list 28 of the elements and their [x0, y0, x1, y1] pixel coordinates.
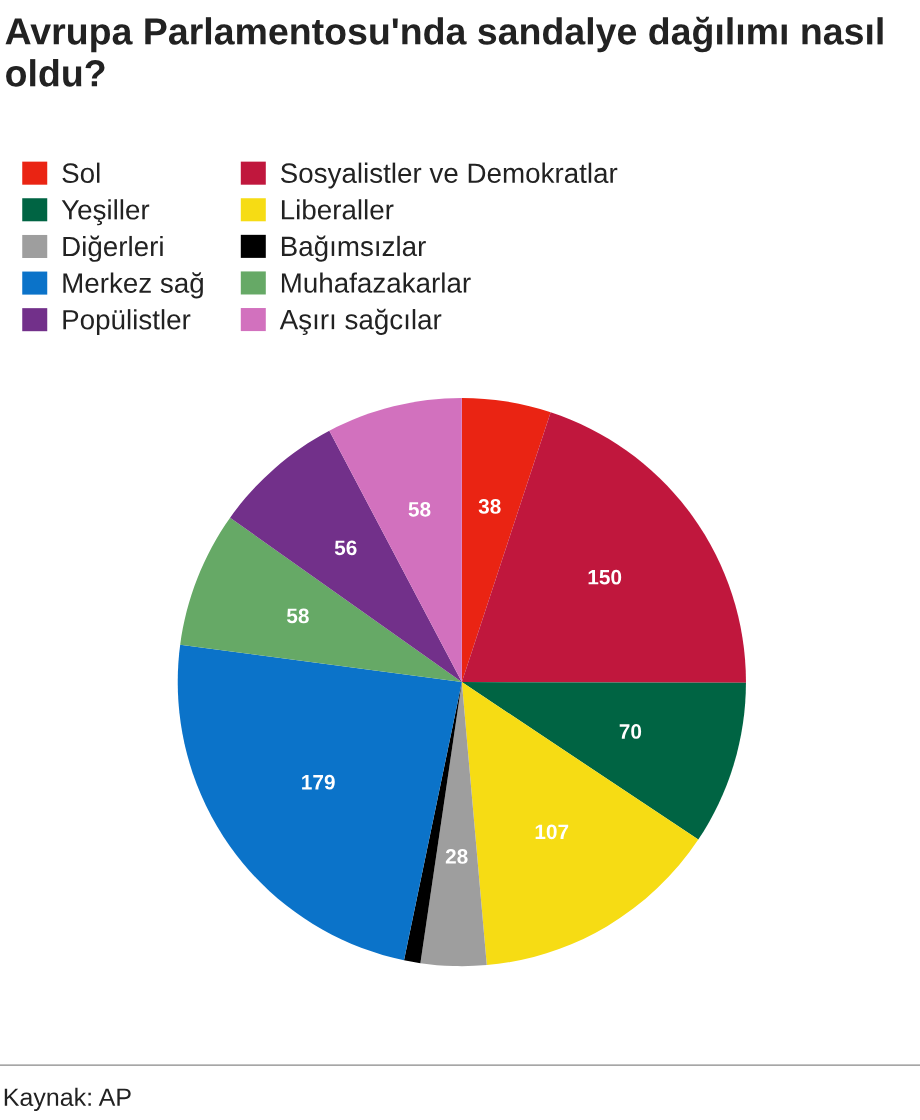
data-label: 107 [535, 824, 569, 840]
data-label: 58 [408, 501, 431, 517]
data-label: 28 [445, 849, 468, 864]
text: Kaynak: AP [4, 1087, 131, 1112]
pie-slice [461, 397, 551, 683]
pie-slice [420, 682, 487, 967]
data-label: 150 [588, 569, 622, 585]
legend-label: Muhafazakarlar [281, 272, 471, 293]
legend-label: Aşırı sağcılar [279, 308, 442, 336]
pie-slice [461, 682, 746, 840]
legend-label: Yeşiller [61, 199, 150, 226]
pie-slice [180, 517, 462, 683]
legend-label: Sosyalistler ve Demokratlar [280, 162, 618, 189]
data-label: 58 [286, 608, 309, 624]
legend-label: Diğerleri [63, 235, 163, 262]
legend-label: Popülistler [63, 309, 191, 336]
legend-label: Liberaller [281, 199, 394, 220]
legend-label: Bağımsızlar [281, 235, 426, 262]
pie-slice [329, 397, 462, 683]
pie-slice [461, 412, 746, 683]
data-label: 38 [478, 498, 501, 514]
chart-title: Avrupa Parlamentosu'nda sandalye dağılımı nasıl oldu? [5, 16, 883, 87]
data-label: 179 [302, 774, 335, 790]
legend-label: Merkez sağ [63, 272, 203, 299]
pie-slice [230, 430, 462, 683]
legend-label: Sol [62, 162, 100, 184]
data-label: 70 [619, 724, 642, 739]
data-label: 56 [334, 540, 357, 556]
